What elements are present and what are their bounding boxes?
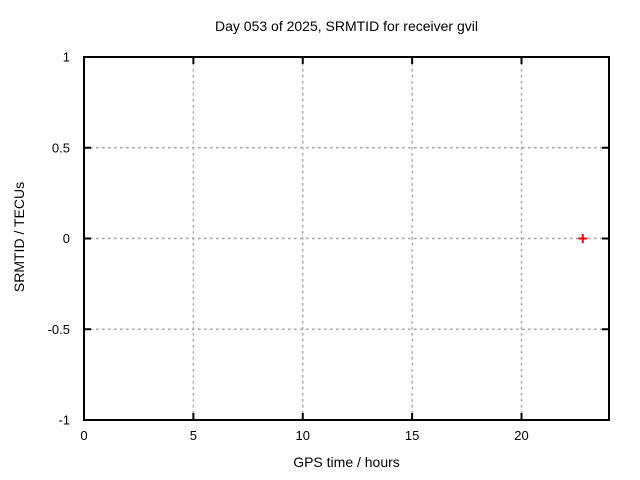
y-tick-label: -1 [58, 413, 70, 428]
y-tick-label: 1 [63, 50, 70, 65]
x-tick-label: 15 [405, 428, 419, 443]
y-tick-label: -0.5 [48, 322, 70, 337]
y-axis-label: SRMTID / TECUs [11, 181, 27, 293]
x-tick-label: 0 [80, 428, 87, 443]
chart-title: Day 053 of 2025, SRMTID for receiver gvi… [215, 18, 478, 34]
x-tick-label: 20 [514, 428, 528, 443]
x-tick-label: 5 [190, 428, 197, 443]
y-tick-label: 0.5 [52, 140, 70, 155]
x-tick-label: 10 [296, 428, 310, 443]
y-tick-label: 0 [63, 231, 70, 246]
x-axis-label: GPS time / hours [293, 454, 400, 470]
